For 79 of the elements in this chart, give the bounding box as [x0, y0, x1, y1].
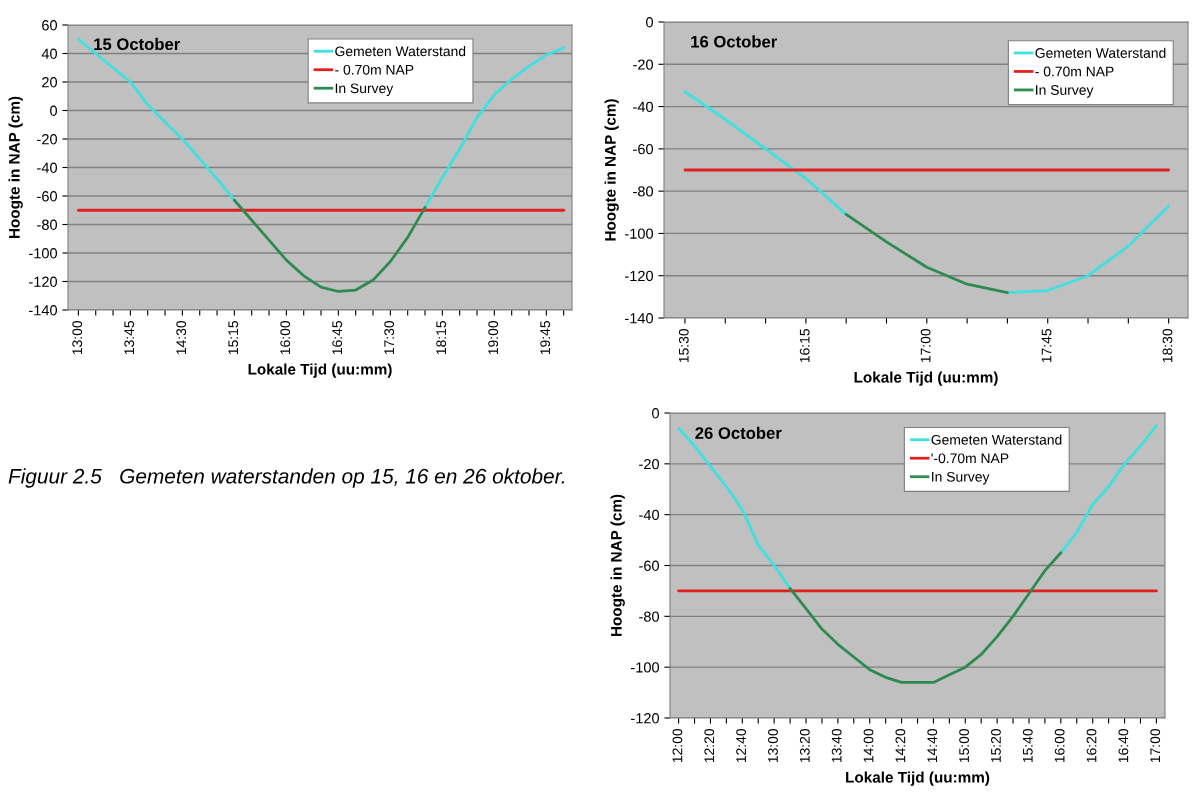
y-tick-label: -40 [633, 101, 654, 112]
x-tick-label: 12:00 [672, 728, 683, 763]
y-tick-label: -20 [639, 458, 660, 470]
y-axis-title: Hoogte in NAP (cm) [610, 494, 625, 637]
x-tick-label: 15:30 [678, 328, 689, 363]
y-axis-title: Hoogte in NAP (cm) [8, 96, 23, 239]
x-tick-label: 16:40 [1118, 728, 1129, 763]
x-tick-label: 16:00 [1054, 728, 1065, 763]
legend-label: In Survey [932, 471, 990, 485]
line-series [788, 551, 1063, 684]
x-axis-title: Lokale Tijd (uu:mm) [854, 371, 998, 386]
x-tick-label: 12:20 [704, 728, 715, 763]
x-tick-label: 15:20 [991, 728, 1001, 763]
y-tick-label: -60 [633, 143, 654, 155]
x-tick-label: 12:40 [736, 728, 747, 763]
x-tick-label: 15:40 [1022, 728, 1033, 763]
legend-label: - 0.70m NAP [1035, 66, 1114, 77]
x-axis-title: Lokale Tijd (uu:mm) [846, 771, 990, 786]
y-tick-label: -20 [37, 134, 58, 145]
y-tick-label: -120 [29, 276, 58, 287]
legend-label: In Survey [1036, 85, 1094, 98]
y-tick-label: 0 [646, 17, 654, 28]
y-tick-label: -60 [639, 560, 660, 571]
y-tick-label: -120 [625, 270, 654, 282]
x-tick-label: 16:00 [280, 320, 291, 355]
text: Figuur 2.5 Gemeten waterstanden op 15, 16 en 26 oktober. [8, 468, 565, 488]
y-tick-label: -120 [631, 713, 660, 724]
x-tick-label: 14:00 [863, 728, 874, 763]
y-tick-label: -60 [37, 191, 58, 202]
y-tick-label: -80 [37, 219, 58, 230]
y-tick-label: -100 [625, 228, 654, 239]
legend-label: '-0.70m NAP [931, 453, 1009, 464]
x-tick-label: 16:20 [1086, 728, 1097, 763]
x-tick-label: 17:00 [920, 328, 931, 363]
y-tick-label: 0 [652, 408, 660, 419]
legend-label: Gemeten Waterstand [335, 46, 466, 57]
y-tick-label: -40 [37, 162, 58, 173]
text: 26 October [695, 426, 782, 439]
line-series [232, 198, 427, 293]
x-tick-label: 13:20 [799, 728, 810, 763]
y-tick-label: -140 [625, 313, 654, 324]
x-tick-label: 14:20 [895, 728, 906, 763]
legend-label: In Survey [335, 83, 394, 96]
y-tick-label: -100 [29, 248, 58, 259]
x-tick-label: 13:00 [768, 728, 778, 763]
x-tick-label: 16:15 [799, 329, 810, 363]
x-tick-label: 19:00 [488, 320, 499, 355]
x-tick-label: 19:45 [540, 321, 551, 355]
y-tick-label: 40 [41, 48, 58, 59]
x-tick-label: 14:40 [927, 728, 938, 763]
y-tick-label: 0 [50, 105, 58, 116]
legend-label: Gemeten Waterstand [1035, 47, 1166, 58]
x-tick-label: 14:30 [176, 320, 187, 355]
y-tick-label: -80 [639, 611, 660, 622]
x-tick-label: 13:00 [72, 320, 83, 355]
x-tick-label: 13:45 [124, 321, 135, 355]
y-tick-label: -140 [29, 305, 58, 316]
x-tick-label: 18:30 [1162, 328, 1173, 363]
x-tick-label: 16:45 [332, 321, 343, 355]
y-tick-label: 60 [42, 20, 58, 31]
x-axis-title: Lokale Tijd (uu:mm) [248, 363, 392, 378]
y-tick-label: 20 [42, 77, 58, 88]
y-tick-label: -100 [631, 662, 660, 673]
legend-label: - 0.70m NAP [335, 64, 414, 75]
y-tick-label: -40 [639, 509, 660, 521]
x-tick-label: 17:00 [1150, 728, 1161, 763]
line-series [844, 213, 1009, 295]
legend-label: Gemeten Waterstand [931, 434, 1062, 445]
y-axis-title: Hoogte in NAP (cm) [604, 99, 619, 241]
y-tick-label: -80 [633, 186, 654, 197]
x-tick-label: 15:15 [228, 321, 239, 355]
x-tick-label: 17:30 [384, 320, 395, 355]
x-tick-label: 13:40 [831, 728, 842, 763]
x-tick-label: 15:00 [959, 728, 970, 763]
x-tick-label: 17:45 [1041, 329, 1052, 363]
y-tick-label: -20 [633, 59, 654, 70]
text: 16 October [691, 35, 778, 48]
x-tick-label: 18:15 [436, 321, 447, 355]
text: 15 October [94, 37, 181, 51]
